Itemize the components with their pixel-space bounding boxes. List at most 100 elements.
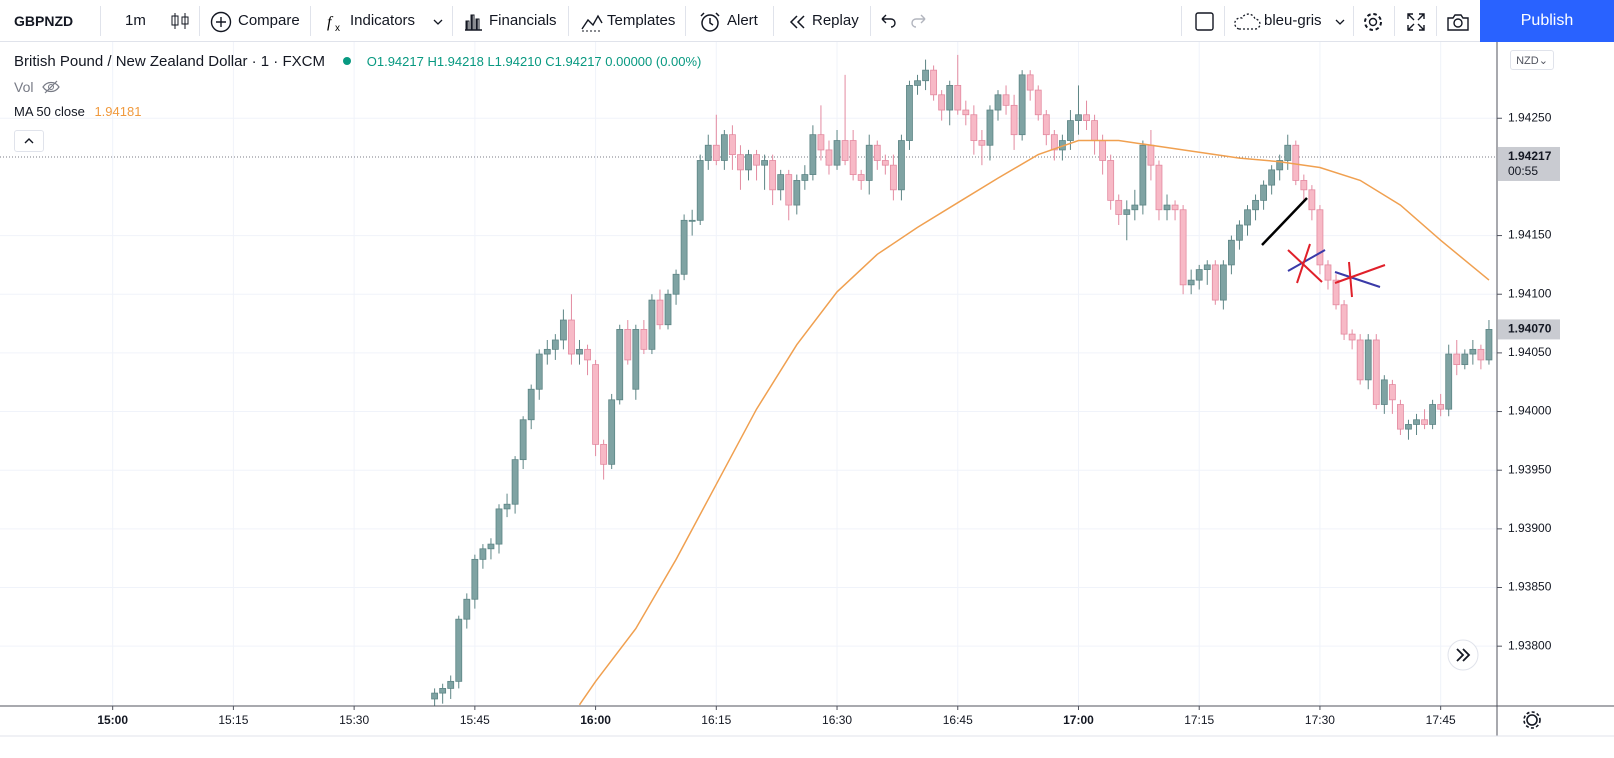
candle-body	[1429, 404, 1437, 425]
separator	[452, 6, 453, 36]
candle-body	[1364, 339, 1372, 381]
collapse-legend[interactable]	[14, 130, 44, 152]
candle-body	[600, 443, 608, 465]
candle-body	[1413, 419, 1420, 425]
candle-body	[1075, 114, 1082, 122]
candle-body	[881, 160, 889, 166]
ma-value: 1.94181	[94, 104, 142, 119]
candle-body	[1421, 419, 1428, 425]
templates-button[interactable]: Templates	[580, 0, 675, 42]
candle-body	[1485, 329, 1493, 361]
candle-body	[1228, 239, 1235, 266]
candle-body	[1131, 204, 1139, 211]
candle-body	[729, 134, 736, 156]
compare-button[interactable]: Compare	[210, 0, 300, 42]
replay-button[interactable]: Replay	[787, 0, 859, 42]
layout-menu[interactable]	[1334, 0, 1346, 42]
snapshot-button[interactable]	[1446, 0, 1470, 42]
candle-body	[535, 353, 543, 390]
candle-body	[889, 164, 897, 191]
chevron	[433, 19, 443, 25]
candle-body	[431, 692, 439, 700]
price-badge-label: 1.94070	[1508, 322, 1552, 336]
undo-icon	[881, 14, 896, 28]
y-tick-label: 1.94150	[1508, 228, 1552, 242]
candle-body	[1380, 379, 1388, 405]
ohlc-values: O1.94217 H1.94218 L1.94210 C1.94217 0.00…	[366, 54, 702, 69]
candles-icon	[171, 13, 189, 29]
symbol-title: British Pound / New Zealand Dollar · 1 ·…	[14, 53, 325, 70]
currency-selector[interactable]: NZD⌄	[1510, 50, 1554, 70]
moving-average	[578, 139, 1490, 706]
candle-body	[1195, 269, 1203, 281]
chart-style[interactable]	[170, 0, 190, 42]
candle-body	[1211, 264, 1219, 301]
candle-body	[1340, 304, 1348, 335]
settings-icon[interactable]	[1523, 711, 1541, 729]
x-tick-label: 16:30	[822, 713, 852, 727]
x-tick-label: 15:30	[339, 713, 369, 727]
cloud-icon	[1234, 13, 1261, 30]
candle-body	[1276, 160, 1284, 171]
candle-body	[1405, 424, 1412, 430]
y-tick-label: 1.93850	[1508, 580, 1552, 594]
candle-body	[970, 114, 978, 141]
candle-body	[809, 134, 817, 175]
candle-body	[1236, 224, 1243, 241]
hidden-eye-icon[interactable]	[41, 79, 61, 95]
candle-body	[447, 680, 455, 689]
candle-body	[994, 94, 1002, 111]
candles	[0, 54, 1497, 706]
candle-body	[584, 348, 591, 361]
svg-text:x: x	[335, 23, 340, 33]
publish-button[interactable]: Publish	[1480, 0, 1614, 42]
blue-line	[1334, 271, 1381, 288]
x-tick-label: 15:00	[97, 713, 128, 727]
candle-body	[720, 134, 728, 161]
price-badge	[1498, 319, 1560, 340]
candle-body	[1356, 339, 1364, 381]
caret-icon	[24, 138, 34, 144]
separator	[310, 6, 311, 36]
layout-toggle[interactable]	[1194, 0, 1216, 42]
candle-body	[833, 140, 841, 166]
separator	[199, 6, 200, 36]
candle-body	[519, 419, 527, 461]
indicators-menu[interactable]	[432, 0, 444, 42]
candle-body	[1445, 353, 1453, 410]
candle-body	[1292, 144, 1300, 181]
candle-body	[576, 348, 583, 355]
candle-body	[1123, 209, 1131, 215]
candle-body	[1324, 264, 1332, 281]
redo-button[interactable]	[909, 0, 929, 42]
candle-body	[551, 339, 559, 350]
candle-body	[616, 329, 624, 401]
x-tick-label: 16:00	[580, 713, 611, 727]
fullscreen-button[interactable]	[1405, 0, 1427, 42]
separator	[568, 6, 569, 36]
candle-body	[745, 154, 752, 171]
candle-body	[479, 548, 487, 560]
undo-button[interactable]	[878, 0, 898, 42]
candle-body	[1397, 404, 1404, 430]
volume-label: Vol	[14, 79, 34, 95]
candle-body	[1099, 140, 1107, 161]
candle-body	[608, 399, 616, 465]
alert-button[interactable]: Alert	[698, 0, 758, 42]
financials-icon	[465, 14, 482, 31]
financials-button[interactable]: Financials	[462, 0, 557, 42]
axes: 1.94250 1.94150 1.94100 1.94050 1.94000 1.939…	[97, 110, 1560, 727]
candle-body	[503, 503, 511, 510]
candle-body	[1284, 144, 1292, 161]
candle-body	[1115, 199, 1123, 215]
x-tick-label: 15:45	[460, 713, 490, 727]
interval[interactable]: 1m	[125, 12, 146, 29]
red-cross	[1348, 261, 1353, 298]
symbol[interactable]: GBPNZD	[14, 13, 74, 29]
settings-button[interactable]	[1362, 0, 1384, 42]
candle-body	[656, 299, 664, 326]
candle-body	[1461, 353, 1469, 366]
layout-button[interactable]: bleu-gris	[1232, 0, 1322, 42]
